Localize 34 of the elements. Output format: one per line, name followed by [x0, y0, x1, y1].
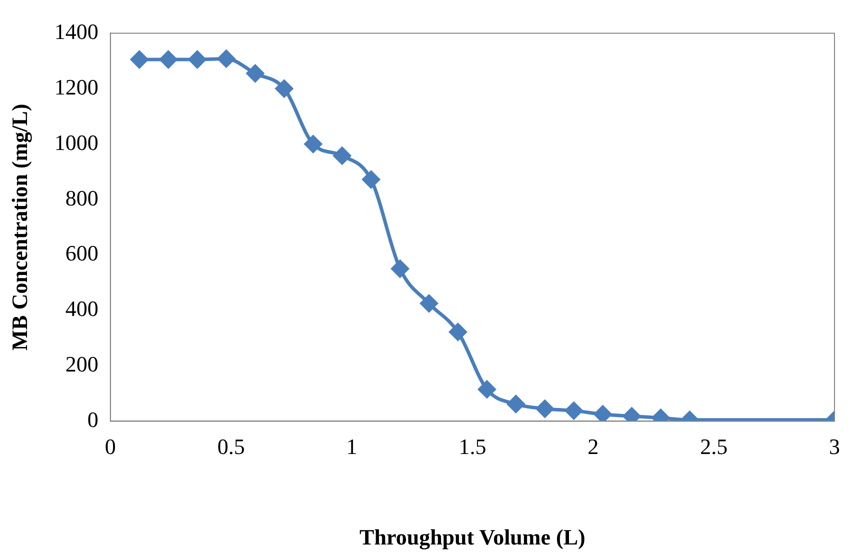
point [565, 402, 583, 420]
x-tick-label: 1 [346, 434, 358, 460]
x-tick-label: 1.5 [458, 434, 486, 460]
y-tick-label: 200 [65, 352, 98, 377]
point [507, 395, 525, 413]
x-tick-label: 3 [829, 434, 840, 460]
y-tick-label: 1400 [54, 18, 98, 44]
point [218, 50, 236, 68]
x-tick-label: 0 [104, 434, 116, 460]
point [594, 406, 612, 422]
y-tick-label: 1000 [54, 130, 98, 155]
point [536, 400, 554, 418]
y-axis-title: MB Concentration (mg/L) [6, 104, 32, 351]
point [160, 50, 178, 68]
point [246, 64, 264, 82]
y-tick-label: 1200 [54, 74, 98, 100]
y-tick-label: 400 [65, 296, 98, 322]
point [391, 260, 409, 278]
point [362, 170, 380, 188]
point [449, 323, 467, 341]
y-tick-label: 0 [87, 406, 98, 432]
point [478, 380, 496, 398]
point [130, 50, 148, 68]
x-tick-label: 0.5 [217, 434, 245, 460]
point [275, 80, 293, 98]
point [333, 146, 351, 164]
point [304, 135, 322, 153]
x-tick-label: 2.5 [700, 434, 728, 460]
x-axis-title: Throughput Volume (L) [360, 524, 586, 550]
point [420, 294, 438, 312]
y-tick-label: 600 [65, 240, 98, 266]
x-tick-label: 2 [588, 434, 599, 460]
y-tick-label: 800 [65, 185, 98, 210]
point [188, 50, 206, 68]
